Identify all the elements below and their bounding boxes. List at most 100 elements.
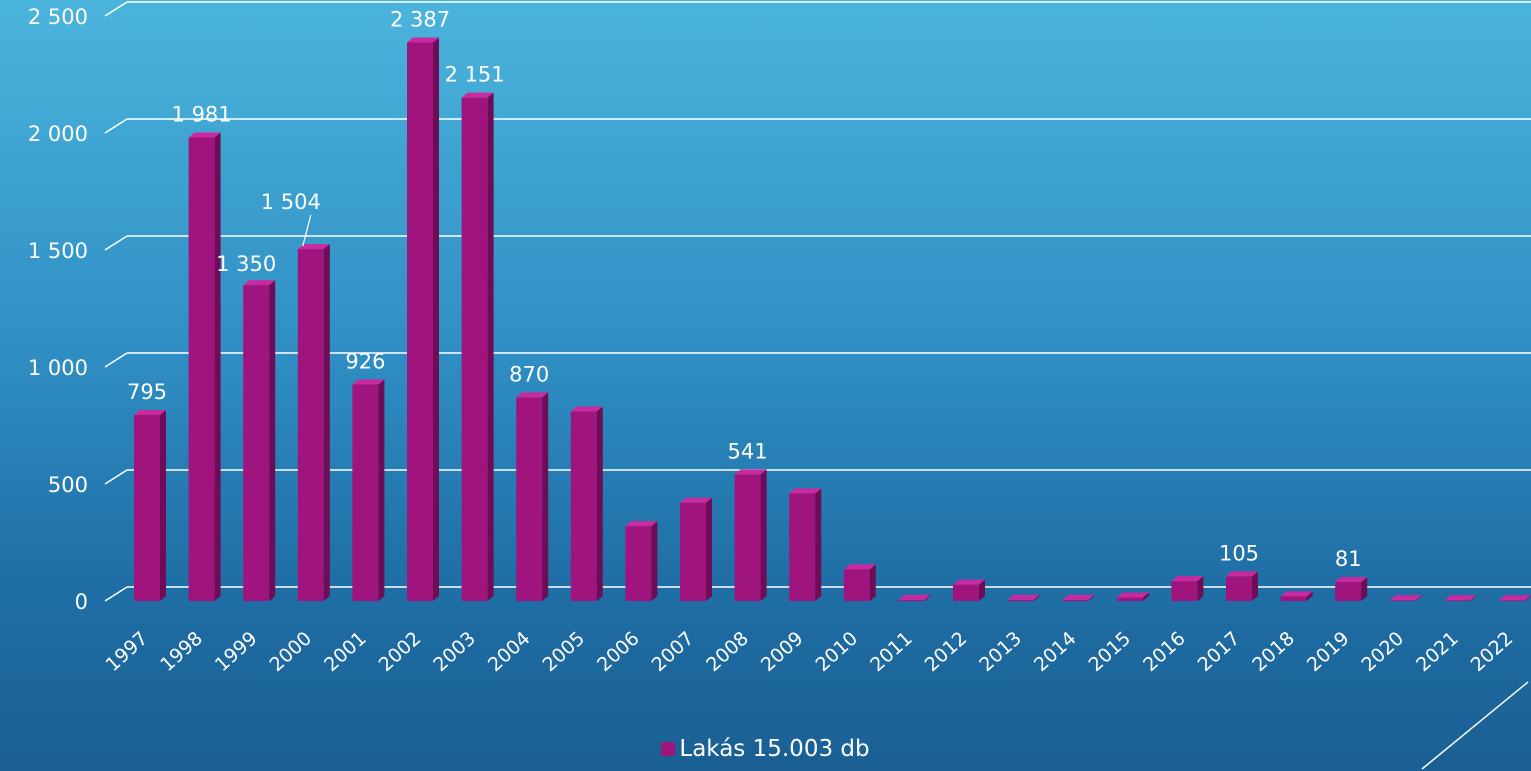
- bar: [407, 42, 433, 601]
- bar: [1280, 596, 1307, 601]
- bar: [188, 137, 215, 602]
- bar: [1389, 600, 1416, 601]
- bar-top: [570, 406, 603, 412]
- bar-side: [706, 497, 712, 601]
- x-tick-label: 2021: [1412, 627, 1463, 676]
- data-label: 105: [1219, 541, 1259, 565]
- y-tick-label: 1 500: [28, 239, 88, 263]
- bar: [1444, 600, 1471, 601]
- bar-top: [789, 488, 822, 494]
- bar-side: [433, 37, 439, 601]
- y-tick-label: 2 000: [28, 122, 88, 146]
- bar-2020: [1389, 595, 1422, 601]
- bar: [625, 526, 652, 601]
- x-tick-label: 2010: [811, 627, 862, 676]
- x-tick-label: 2011: [866, 627, 917, 676]
- bar-top: [297, 244, 330, 250]
- x-tick-label: 2013: [975, 627, 1026, 676]
- bar-2011: [898, 594, 931, 601]
- bar-2007: [680, 497, 712, 601]
- bar-2010: [843, 564, 876, 601]
- bar: [953, 584, 979, 601]
- bar-side: [869, 564, 876, 601]
- bar: [134, 414, 160, 601]
- bar-top: [734, 469, 767, 475]
- bar-side: [160, 409, 166, 601]
- gridline-diagonal: [104, 352, 128, 368]
- x-tick-label: 2022: [1467, 627, 1518, 676]
- bar: [898, 599, 925, 601]
- bar-top: [1389, 595, 1422, 601]
- data-label: 81: [1335, 547, 1362, 571]
- bar-2004: [516, 392, 549, 601]
- bar: [1116, 597, 1143, 601]
- bar-2018: [1280, 591, 1313, 601]
- bar-side: [1361, 577, 1368, 601]
- bar: [789, 493, 816, 601]
- x-tick-label: 2018: [1248, 627, 1299, 676]
- bar: [243, 285, 270, 601]
- bar-2009: [789, 488, 822, 601]
- gridline-diagonal: [104, 235, 128, 251]
- bar-2001: [352, 379, 385, 601]
- y-tick-label: 0: [75, 590, 88, 614]
- data-label: 2 387: [390, 7, 450, 31]
- data-label: 1 981: [172, 102, 232, 126]
- bar: [680, 502, 706, 601]
- bar-top: [461, 92, 494, 98]
- bar-top: [134, 409, 166, 415]
- gridline-diagonal: [104, 586, 128, 602]
- bar-2016: [1171, 576, 1204, 601]
- bar-2006: [625, 521, 658, 601]
- bar-side: [214, 132, 221, 602]
- bar-top: [843, 564, 876, 570]
- data-label: 541: [728, 439, 768, 463]
- bar-side: [323, 244, 330, 601]
- gridline-diagonal: [104, 469, 128, 485]
- bar-1998: [188, 132, 221, 602]
- bar-2017: [1226, 571, 1258, 601]
- bar-2008: [734, 469, 767, 601]
- bar-2003: [461, 92, 494, 601]
- x-tick-label: 2019: [1303, 627, 1354, 676]
- bar-2002: [407, 37, 439, 601]
- x-tick-label: 2005: [538, 627, 589, 676]
- bar-side: [651, 521, 658, 601]
- bar: [570, 411, 597, 601]
- gridline-diagonal: [104, 118, 128, 134]
- bar-top: [953, 579, 985, 585]
- bar-side: [760, 469, 767, 601]
- bar-top: [1062, 594, 1095, 600]
- x-tick-label: 2017: [1194, 627, 1245, 676]
- x-tick-label: 2001: [320, 627, 371, 676]
- bar-side: [1525, 595, 1531, 601]
- data-label: 1 350: [216, 252, 276, 276]
- x-tick-label: 2008: [702, 627, 753, 676]
- y-tick-label: 500: [48, 473, 88, 497]
- bar: [1062, 599, 1089, 601]
- gridline-diagonal: [104, 1, 128, 17]
- decorative-corner-line: [1421, 681, 1529, 770]
- data-label: 1 504: [261, 190, 321, 214]
- bar-top: [407, 37, 439, 43]
- x-tick-label: 2015: [1084, 627, 1135, 676]
- bar-side: [1415, 595, 1422, 601]
- x-tick-label: 2003: [429, 627, 480, 676]
- data-label: 870: [509, 362, 549, 386]
- bar-side: [1470, 595, 1477, 601]
- bar-2019: [1335, 577, 1368, 601]
- bar-2015: [1116, 592, 1149, 601]
- data-label-leader: [302, 214, 312, 247]
- bar-1997: [134, 409, 166, 601]
- x-tick-label: 2009: [757, 627, 808, 676]
- bar-2021: [1444, 595, 1477, 601]
- x-tick-label: 1997: [102, 627, 153, 676]
- bar-2005: [570, 406, 603, 601]
- y-tick-label: 2 500: [28, 5, 88, 29]
- bar-side: [1197, 576, 1204, 601]
- x-tick-label: 2016: [1139, 627, 1190, 676]
- bar-side: [542, 392, 549, 601]
- bar: [734, 474, 761, 601]
- x-tick-label: 2020: [1357, 627, 1408, 676]
- legend: Lakás 15.003 db: [0, 736, 1531, 762]
